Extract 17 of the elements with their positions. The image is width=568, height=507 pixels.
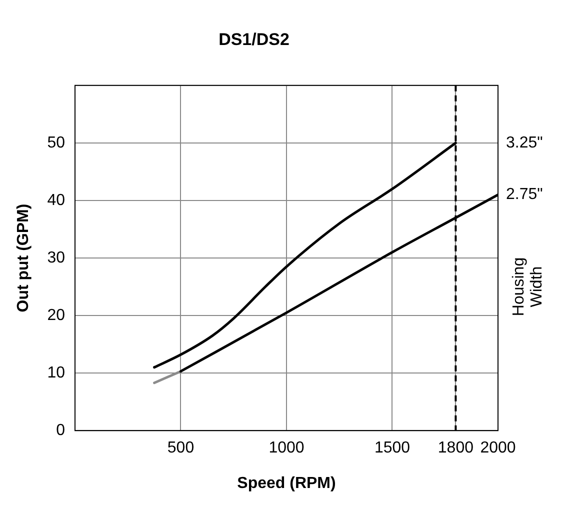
y-tick-label: 10: [47, 364, 66, 382]
x-tick-label: 500: [167, 440, 194, 457]
y-tick-label: 30: [47, 249, 66, 266]
y-tick-label: 0: [56, 422, 66, 440]
text: 3.25": [506, 134, 543, 152]
y2-axis-title: Housing Width: [510, 257, 546, 316]
x-tick-label: 1800: [438, 440, 474, 457]
x-axis-title: Speed (RPM): [237, 474, 336, 492]
x-tick-label: 2000: [480, 440, 516, 457]
x-tick-label: 1000: [268, 440, 304, 457]
x-tick-label: 1500: [374, 440, 410, 457]
y-tick-label: 50: [47, 134, 66, 152]
y-tick-label: 20: [47, 306, 66, 324]
y-axis-title: Out put (GPM): [15, 204, 32, 312]
series-label: 2.75": [506, 186, 543, 204]
chart-title: DS1/DS2: [218, 30, 290, 49]
y-tick-label: 40: [47, 192, 66, 209]
